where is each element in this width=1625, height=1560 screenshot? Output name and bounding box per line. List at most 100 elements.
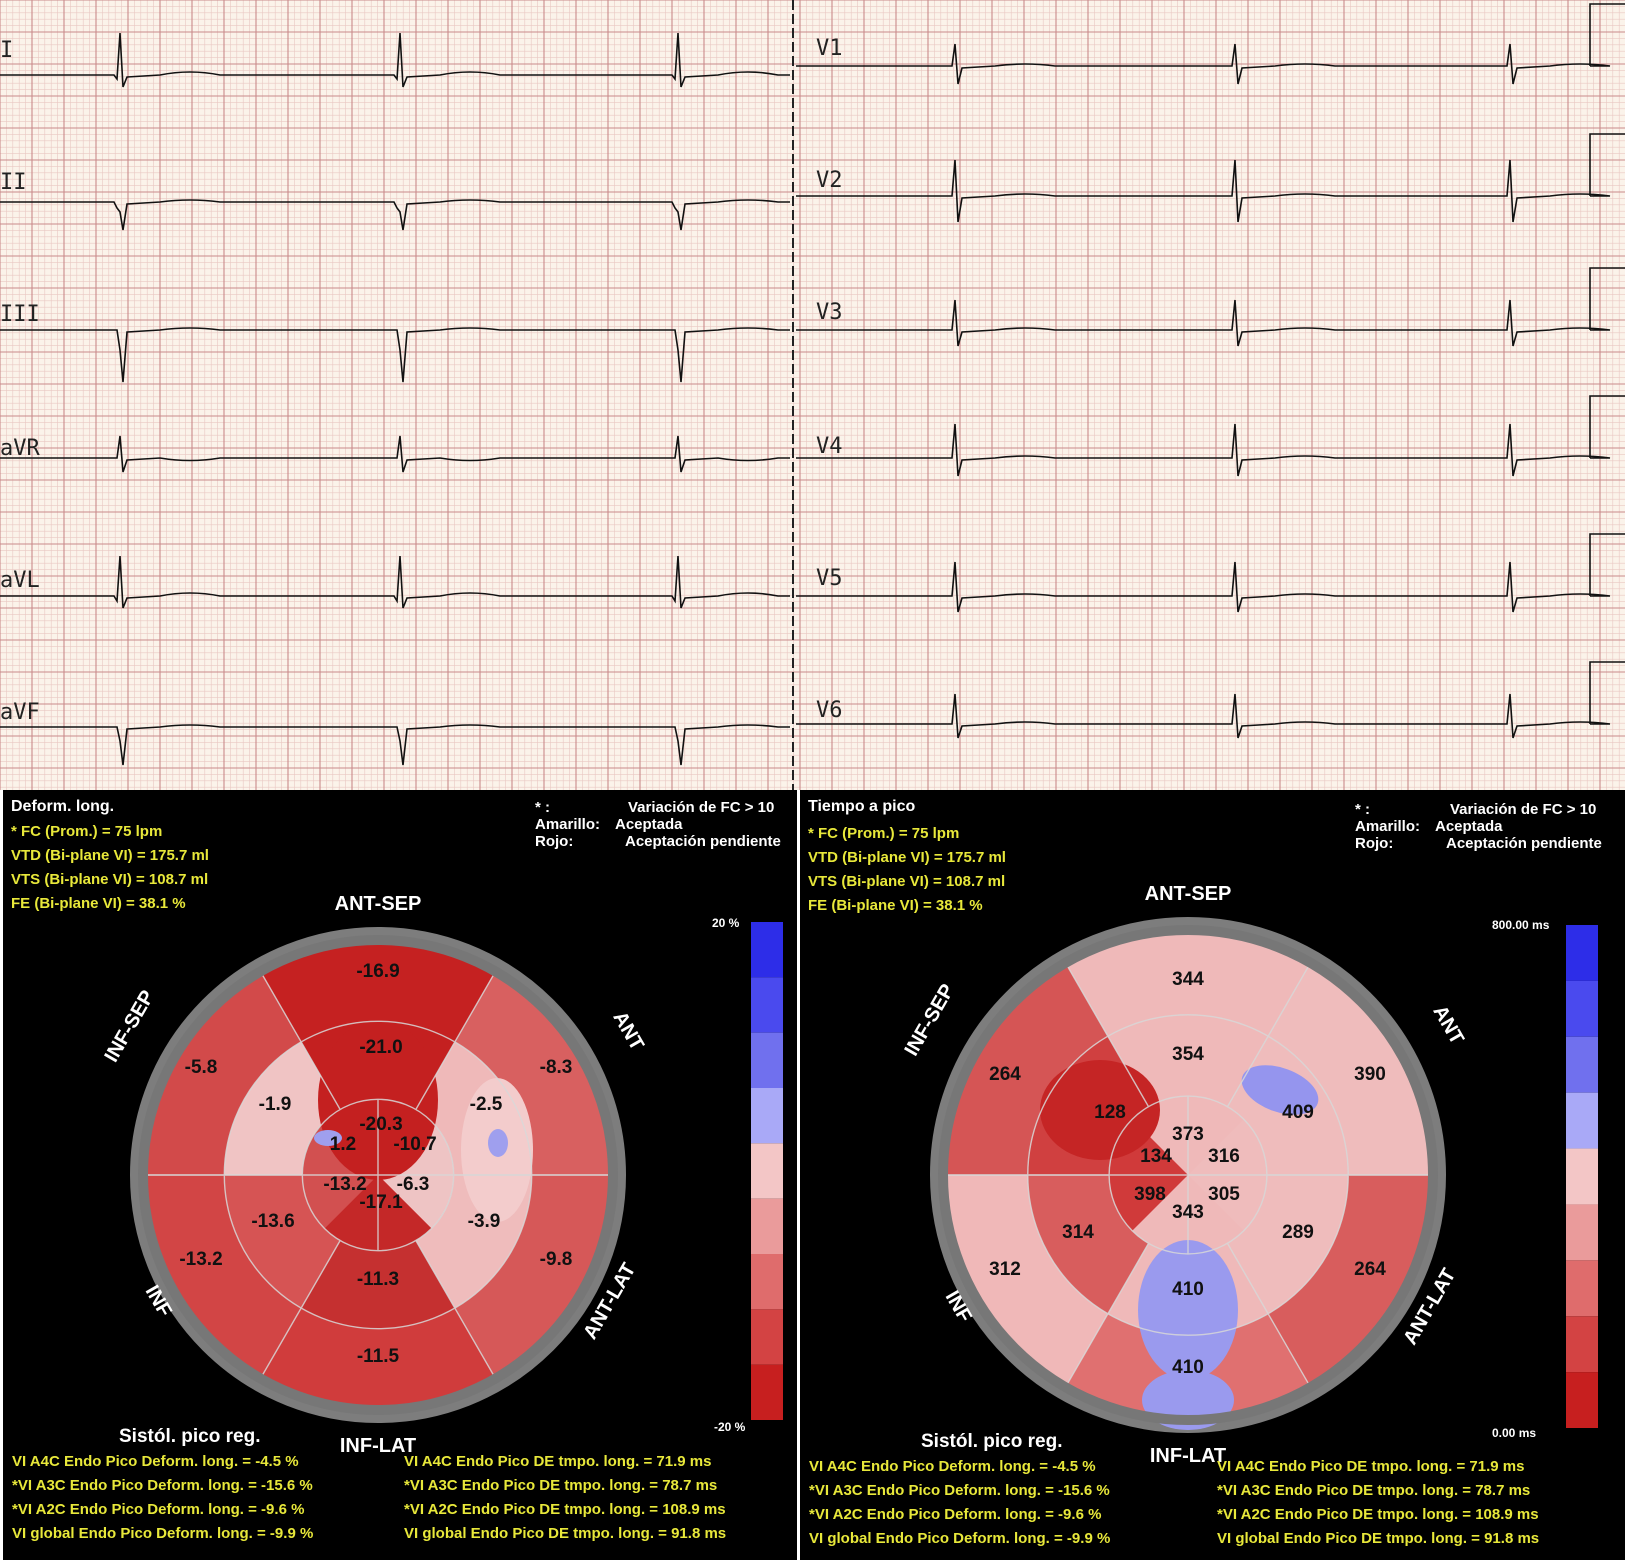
lead-label-v3: V3 (816, 300, 843, 325)
segment-value: -11.3 (357, 1269, 399, 1290)
segment-value: 410 (1172, 1357, 1204, 1378)
ecg-lead-trace (796, 43, 1611, 85)
summary-left-4: VI global Endo Pico Deform. long. = -9.9… (809, 1530, 1111, 1547)
colorbar-step (1566, 925, 1598, 981)
lead-label-avl: aVL (0, 568, 40, 593)
segment-value: -21.0 (359, 1037, 402, 1058)
bullseye-segment (943, 962, 1108, 1175)
legend-star-text: Variación de FC > 10 (1450, 801, 1597, 818)
wall-label-inf-lat: INF-LAT (1150, 1445, 1226, 1467)
bullseye-segment (143, 971, 302, 1175)
segment-value: 373 (1172, 1124, 1204, 1145)
ecg-lead-trace (796, 423, 1611, 477)
segment-value: 344 (1172, 969, 1204, 990)
bullseye-border (938, 925, 1438, 1425)
ecg-minor-grid (0, 0, 1625, 790)
wall-label-ant-sep: ANT-SEP (1145, 883, 1232, 905)
bullseye-segment (454, 1175, 613, 1379)
bullseye-segment (1268, 1175, 1433, 1388)
legend-star-text: Variación de FC > 10 (628, 799, 775, 816)
stat-esv: VTS (Bi-plane VI) = 108.7 ml (808, 873, 1006, 890)
lead-label-v1: V1 (816, 36, 843, 61)
summary-left-4: VI global Endo Pico Deform. long. = -9.9… (12, 1525, 314, 1542)
lead-label-v2: V2 (816, 168, 843, 193)
ecg-lead-trace (0, 199, 790, 231)
summary-left-3: *VI A2C Endo Pico Deform. long. = -9.6 % (809, 1506, 1102, 1523)
bullseye-blob (314, 1130, 342, 1146)
ecg-lead-trace (0, 724, 790, 766)
segment-value: 305 (1208, 1184, 1240, 1205)
summary-left-1: VI A4C Endo Pico Deform. long. = -4.5 % (809, 1458, 1096, 1475)
wall-label-inf-sep: INF-SEP (901, 980, 960, 1059)
summary-right-4: VI global Endo Pico DE tmpo. long. = 91.… (404, 1525, 727, 1542)
segment-value: -20.3 (359, 1114, 402, 1135)
legend-red-label: Rojo: (1355, 835, 1394, 852)
summary-left-3: *VI A2C Endo Pico Deform. long. = -9.6 % (12, 1501, 305, 1518)
summary-right-1: VI A4C Endo Pico DE tmpo. long. = 71.9 m… (1217, 1458, 1525, 1475)
segment-value: 390 (1354, 1064, 1386, 1085)
lead-label-v6: V6 (816, 698, 843, 723)
segment-value: 289 (1282, 1222, 1314, 1243)
time-to-peak-bullseye-panel: 344 354 264 390 128 409 373 134 316 398 305 343 314 2… (800, 790, 1625, 1560)
legend-red-label: Rojo: (535, 833, 574, 850)
segment-value: 409 (1282, 1102, 1314, 1123)
bullseye-segment (1227, 1175, 1349, 1314)
stat-edv: VTD (Bi-plane VI) = 175.7 ml (808, 849, 1006, 866)
stat-heart-rate: * FC (Prom.) = 75 lpm (808, 825, 960, 842)
colorbar-step (751, 1364, 783, 1420)
bullseye-gridlines (943, 962, 1433, 1388)
colorbar-step (751, 1198, 783, 1254)
ecg-lead-trace (796, 299, 1611, 347)
summary-right-3: *VI A2C Endo Pico DE tmpo. long. = 108.9… (1217, 1506, 1539, 1523)
summary-title: Sistól. pico reg. (921, 1431, 1063, 1452)
segment-value: -17.1 (359, 1192, 403, 1213)
lead-label-iii: III (0, 302, 40, 327)
summary-left-2: *VI A3C Endo Pico Deform. long. = -15.6 … (12, 1477, 313, 1494)
colorbar-step (1566, 1260, 1598, 1317)
ecg-lead-trace (0, 32, 790, 88)
colorbar-step (751, 1254, 783, 1310)
segment-value: -3.9 (468, 1211, 501, 1232)
calibration-pulse (1589, 267, 1625, 330)
segment-value: 354 (1172, 1044, 1204, 1065)
bullseye-segment (224, 1175, 341, 1309)
segment-value: 1.2 (330, 1134, 356, 1155)
summary-right-2: *VI A3C Endo Pico DE tmpo. long. = 78.7 … (404, 1477, 718, 1494)
summary-title: Sistól. pico reg. (119, 1426, 261, 1447)
ecg-lead-trace (796, 159, 1611, 223)
colorbar-step (1566, 1372, 1598, 1428)
ecg-tracing (0, 0, 1625, 790)
colorbar-max-label: 20 % (712, 916, 740, 930)
stat-ef: FE (Bi-plane VI) = 38.1 % (11, 895, 186, 912)
segment-value: -8.3 (540, 1057, 573, 1078)
bullseye-segment (143, 1175, 302, 1379)
wall-label-inf-sep: INF-SEP (101, 987, 160, 1066)
bullseye-segment (943, 1175, 1108, 1388)
lead-label-v5: V5 (816, 566, 843, 591)
summary-left-1: VI A4C Endo Pico Deform. long. = -4.5 % (12, 1453, 299, 1470)
segment-value: -13.6 (251, 1211, 294, 1232)
legend-star: * : (1355, 801, 1370, 818)
segment-value: 312 (989, 1259, 1021, 1280)
lead-label-i: I (0, 38, 14, 63)
colorbar-step (1566, 1092, 1598, 1149)
segment-value: 134 (1140, 1146, 1172, 1167)
strain-bullseye-panel: -16.9 -21.0 -5.8 -8.3 -1.9 -2.5 -20.3 1.2 -10.7 -… (3, 790, 797, 1560)
ecg-lead-trace (796, 693, 1611, 739)
colorbar-min-label: -20 % (714, 1420, 746, 1434)
colorbar-step (751, 1143, 783, 1199)
calibration-pulse (1589, 133, 1625, 196)
legend-red-text: Aceptación pendiente (625, 833, 781, 850)
segment-value: 398 (1134, 1184, 1166, 1205)
summary-right-1: VI A4C Endo Pico DE tmpo. long. = 71.9 m… (404, 1453, 712, 1470)
segment-value: -9.8 (540, 1249, 573, 1270)
bullseye-segment (260, 940, 496, 1042)
colorbar-step (751, 1309, 783, 1365)
colorbar-step (751, 1088, 783, 1144)
segment-value: 264 (989, 1064, 1021, 1085)
summary-right-4: VI global Endo Pico DE tmpo. long. = 91.… (1217, 1530, 1540, 1547)
legend-red-text: Aceptación pendiente (1446, 835, 1602, 852)
segment-value: -13.2 (179, 1249, 222, 1270)
bullseye-blob (488, 1129, 508, 1157)
